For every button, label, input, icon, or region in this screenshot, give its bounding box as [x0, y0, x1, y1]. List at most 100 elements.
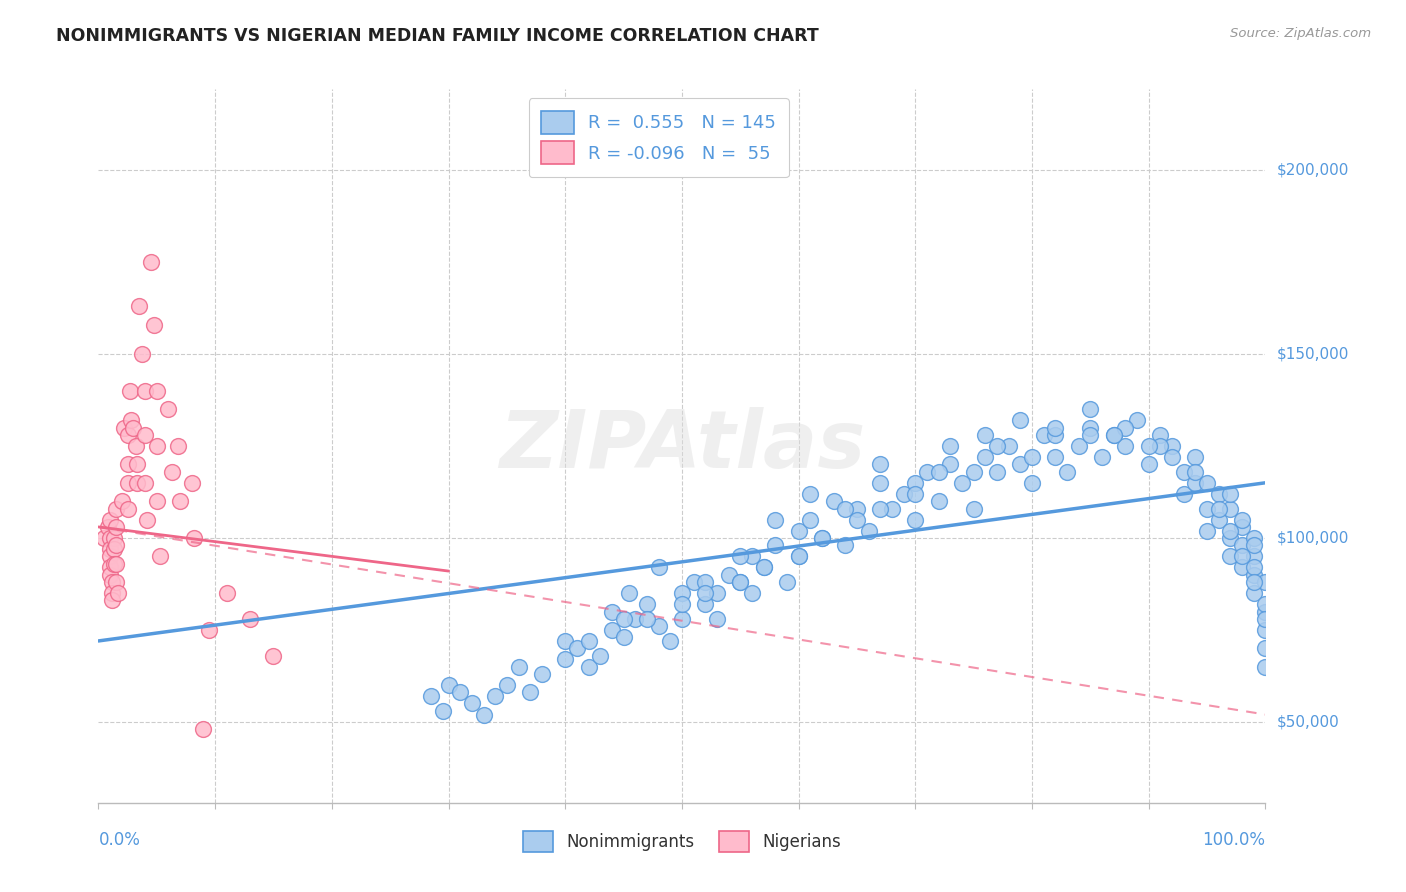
Point [787, 524, 810, 538]
Point [1045, 428, 1067, 442]
Point [98, 531, 121, 545]
Point [183, 531, 205, 545]
Point [1243, 531, 1265, 545]
Point [262, 648, 284, 663]
Point [1243, 567, 1265, 582]
Point [128, 299, 150, 313]
Point [1032, 428, 1054, 442]
Point [1243, 560, 1265, 574]
Point [519, 685, 541, 699]
Point [671, 612, 693, 626]
Point [706, 612, 728, 626]
Point [706, 586, 728, 600]
Point [1219, 501, 1241, 516]
Text: 0.0%: 0.0% [98, 831, 141, 849]
Point [1195, 501, 1218, 516]
Point [136, 512, 159, 526]
Point [97, 520, 120, 534]
Point [893, 487, 915, 501]
Point [869, 458, 891, 472]
Point [449, 685, 471, 699]
Point [118, 384, 141, 398]
Point [134, 475, 156, 490]
Point [134, 384, 156, 398]
Point [1149, 428, 1171, 442]
Point [1056, 465, 1078, 479]
Point [776, 575, 799, 590]
Point [613, 612, 636, 626]
Point [613, 630, 636, 644]
Point [647, 619, 669, 633]
Point [1137, 439, 1160, 453]
Point [763, 512, 786, 526]
Point [117, 428, 139, 442]
Point [717, 567, 740, 582]
Point [432, 704, 454, 718]
Text: $50,000: $50,000 [1277, 714, 1340, 730]
Point [103, 557, 125, 571]
Point [928, 465, 950, 479]
Point [1080, 420, 1102, 434]
Point [1230, 512, 1253, 526]
Point [834, 538, 856, 552]
Point [554, 652, 576, 666]
Point [198, 623, 221, 637]
Point [846, 512, 869, 526]
Point [111, 494, 134, 508]
Point [420, 689, 443, 703]
Point [869, 475, 891, 490]
Point [157, 402, 180, 417]
Text: $200,000: $200,000 [1277, 162, 1348, 178]
Point [752, 560, 775, 574]
Point [1219, 531, 1241, 545]
Point [101, 593, 124, 607]
Point [120, 413, 142, 427]
Point [730, 575, 752, 590]
Point [1021, 475, 1043, 490]
Point [1091, 450, 1114, 464]
Point [104, 575, 127, 590]
Point [149, 549, 172, 564]
Point [730, 575, 752, 590]
Point [530, 667, 553, 681]
Point [103, 541, 125, 556]
Point [104, 520, 127, 534]
Point [125, 458, 148, 472]
Point [986, 439, 1008, 453]
Point [1080, 402, 1102, 417]
Point [215, 586, 238, 600]
Point [695, 575, 717, 590]
Point [1254, 612, 1277, 626]
Point [647, 560, 669, 574]
Point [589, 648, 612, 663]
Point [117, 458, 139, 472]
Point [104, 557, 127, 571]
Point [811, 531, 834, 545]
Point [1243, 549, 1265, 564]
Text: NONIMMIGRANTS VS NIGERIAN MEDIAN FAMILY INCOME CORRELATION CHART: NONIMMIGRANTS VS NIGERIAN MEDIAN FAMILY … [56, 27, 818, 45]
Text: Source: ZipAtlas.com: Source: ZipAtlas.com [1230, 27, 1371, 40]
Point [1254, 659, 1277, 673]
Point [1219, 524, 1241, 538]
Point [98, 549, 121, 564]
Point [636, 597, 658, 611]
Point [1254, 575, 1277, 590]
Point [799, 487, 821, 501]
Point [962, 501, 984, 516]
Point [104, 501, 127, 516]
Point [858, 524, 880, 538]
Point [1114, 420, 1136, 434]
Point [928, 494, 950, 508]
Point [131, 347, 153, 361]
Point [1137, 458, 1160, 472]
Point [98, 567, 121, 582]
Point [763, 538, 786, 552]
Point [1254, 623, 1277, 637]
Point [101, 586, 124, 600]
Point [671, 586, 693, 600]
Point [134, 428, 156, 442]
Point [1219, 549, 1241, 564]
Point [1114, 439, 1136, 453]
Point [869, 501, 891, 516]
Point [578, 634, 600, 648]
